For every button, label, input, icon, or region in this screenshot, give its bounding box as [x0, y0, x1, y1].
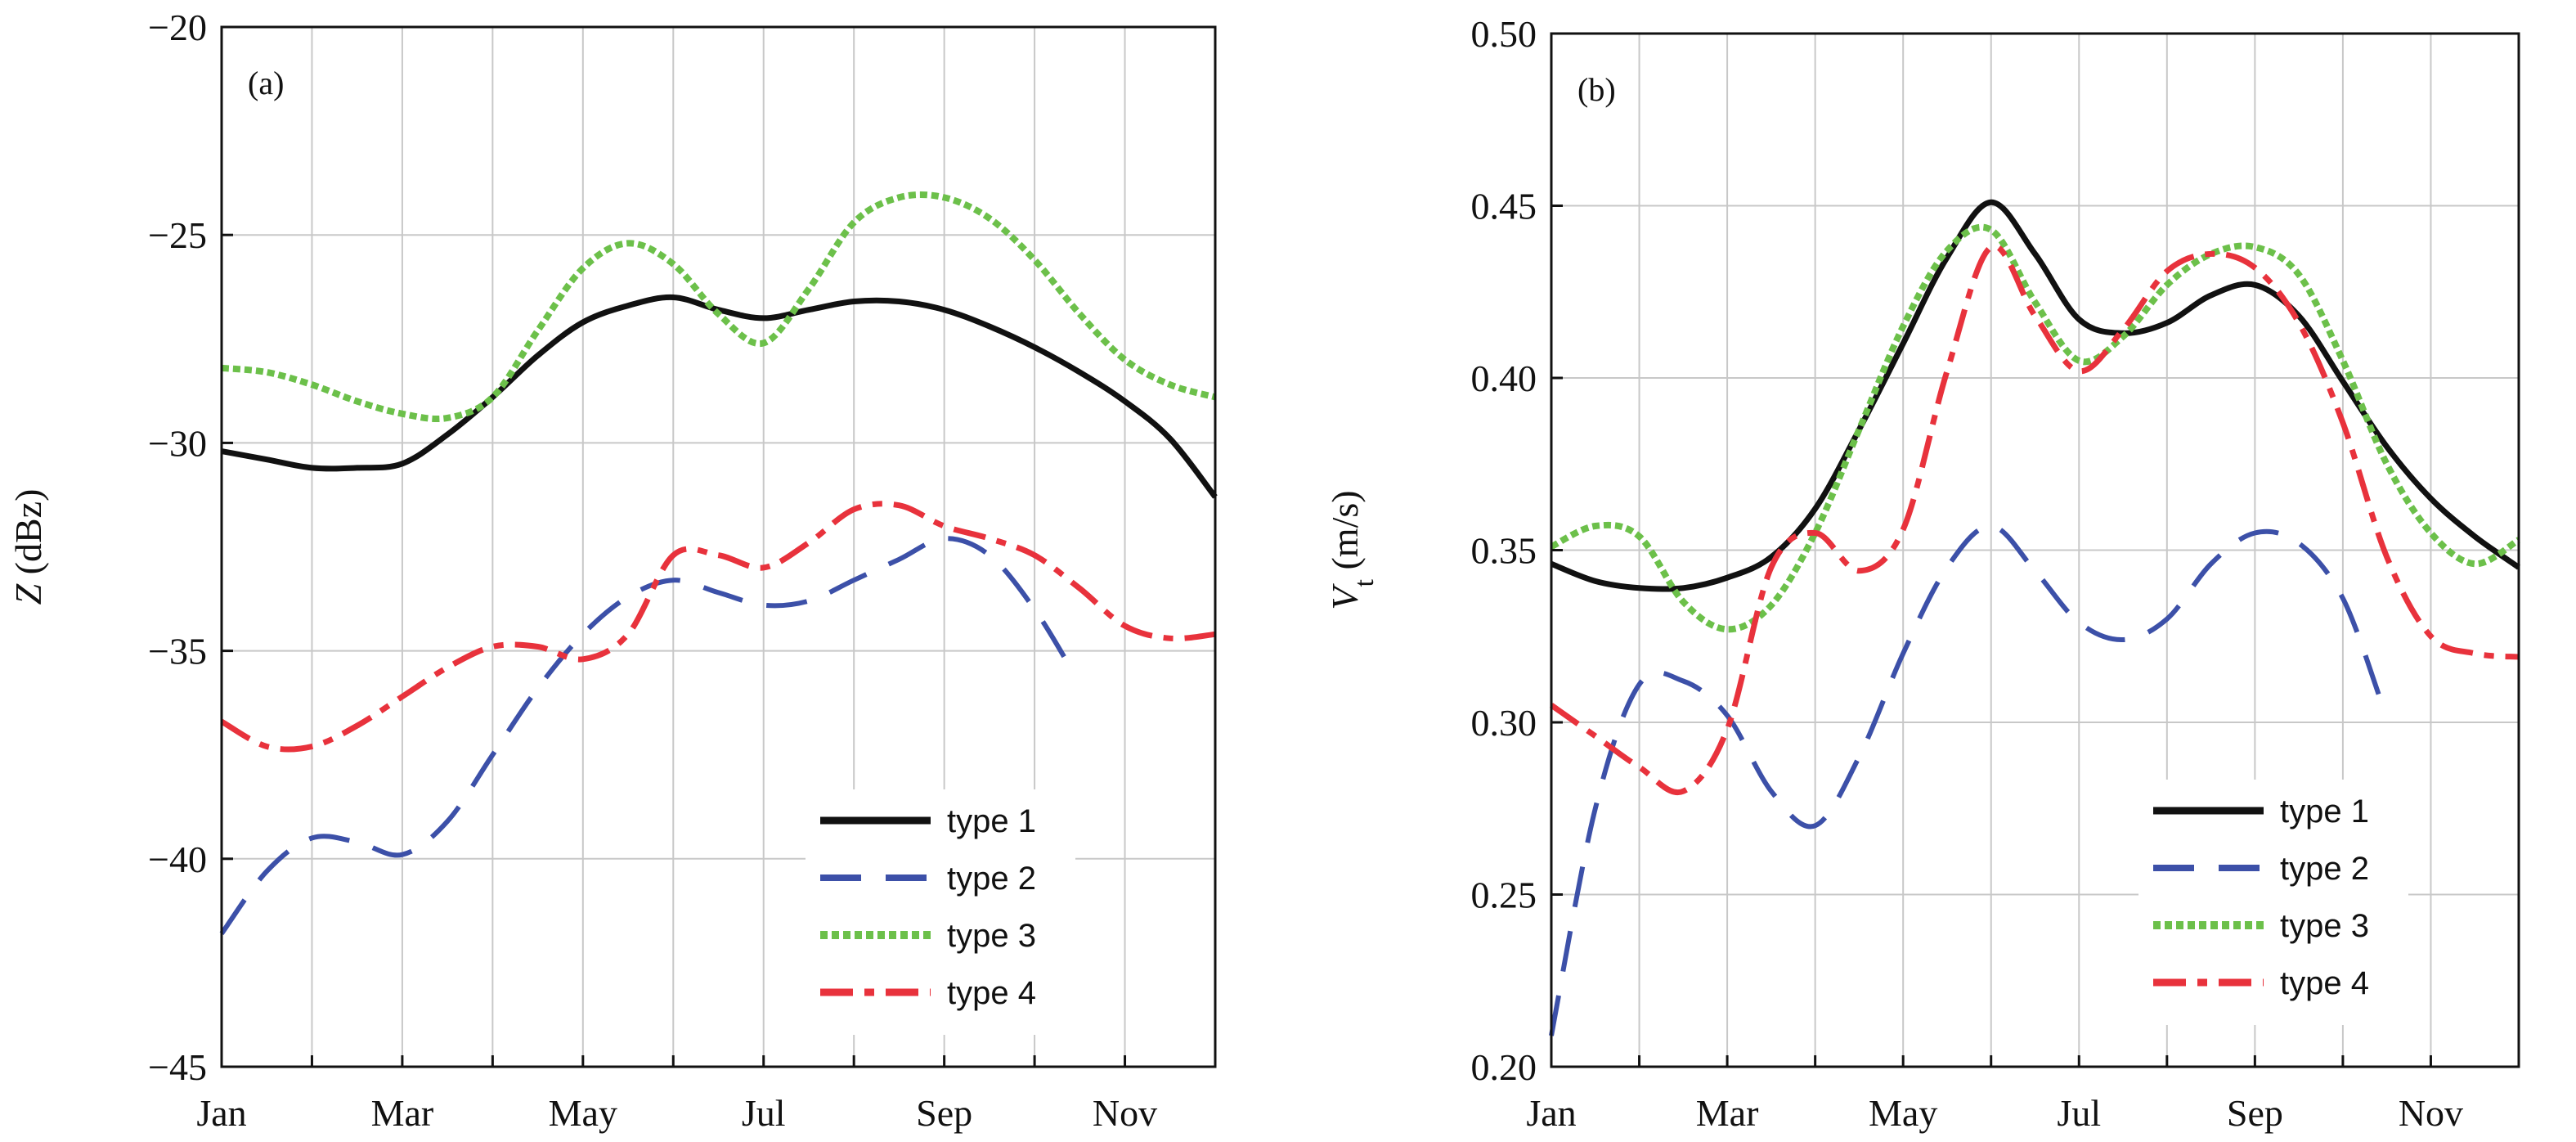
- panel-label: (b): [1577, 71, 1616, 108]
- series-line-type-4: [1549, 243, 2520, 796]
- y-tick-label: 0.50: [1471, 13, 1537, 55]
- y-tick-label: −45: [148, 1046, 207, 1088]
- legend-label: type 2: [947, 861, 1036, 897]
- panel-a: Jan Mar May Jul Sep Nov −45 −40 −35 −30 −25 −20 Z (d…: [7, 7, 1218, 1134]
- x-tick-label: Nov: [2399, 1092, 2463, 1134]
- x-tick-label: Nov: [1093, 1092, 1157, 1134]
- legend-label: type 4: [2280, 965, 2369, 1001]
- panel-label: (a): [248, 65, 284, 101]
- series-line-type-4: [220, 501, 1216, 753]
- legend: type 1 type 2 type 3 type 4: [806, 789, 1075, 1035]
- legend-label: type 3: [947, 918, 1036, 954]
- y-tick-label: 0.25: [1471, 874, 1537, 916]
- y-tick-label: 0.20: [1471, 1046, 1537, 1088]
- x-tick-label: Jan: [1526, 1092, 1576, 1134]
- x-tick-label: Jul: [2057, 1092, 2101, 1134]
- x-tick-label: Sep: [2227, 1092, 2283, 1134]
- x-tick-label: Jan: [196, 1092, 246, 1134]
- legend-label: type 1: [947, 803, 1036, 839]
- x-tick-label: Jul: [742, 1092, 786, 1134]
- series-line-type-2: [1549, 524, 2385, 1036]
- y-tick-label: −40: [148, 839, 207, 880]
- legend: type 1 type 2 type 3 type 4: [2138, 780, 2408, 1025]
- x-tick-label: Mar: [1696, 1092, 1759, 1134]
- series-line-type-3: [221, 191, 1217, 423]
- series-line-type-1: [1550, 199, 2521, 592]
- series-line-type-3: [1550, 223, 2521, 633]
- y-tick-label: 0.45: [1471, 186, 1537, 227]
- y-tick-label: −30: [148, 422, 207, 464]
- y-tick-label: 0.30: [1471, 702, 1537, 744]
- y-axis-title: Vt (m/s): [1324, 490, 1380, 609]
- legend-label: type 3: [2280, 908, 2369, 944]
- x-tick-label: Sep: [916, 1092, 972, 1134]
- series-line-type-1: [221, 294, 1218, 499]
- x-tick-label: Mar: [371, 1092, 434, 1134]
- y-tick-label: −35: [148, 631, 207, 672]
- y-tick-label: 0.35: [1471, 530, 1537, 572]
- x-tick-label: May: [549, 1092, 617, 1134]
- y-tick-label: −25: [148, 214, 207, 256]
- legend-label: type 1: [2280, 794, 2369, 830]
- y-tick-label: 0.40: [1471, 357, 1537, 399]
- y-axis-title: Z (dBz): [7, 489, 49, 605]
- y-tick-label: −20: [148, 7, 207, 48]
- plot-frame: [220, 25, 1217, 1068]
- legend-label: type 2: [2280, 851, 2369, 887]
- panel-b: Jan Mar May Jul Sep Nov 0.20 0.25 0.30 0.35 0.40 0.…: [1324, 13, 2521, 1134]
- x-tick-label: May: [1869, 1092, 1937, 1134]
- legend-label: type 4: [947, 975, 1036, 1011]
